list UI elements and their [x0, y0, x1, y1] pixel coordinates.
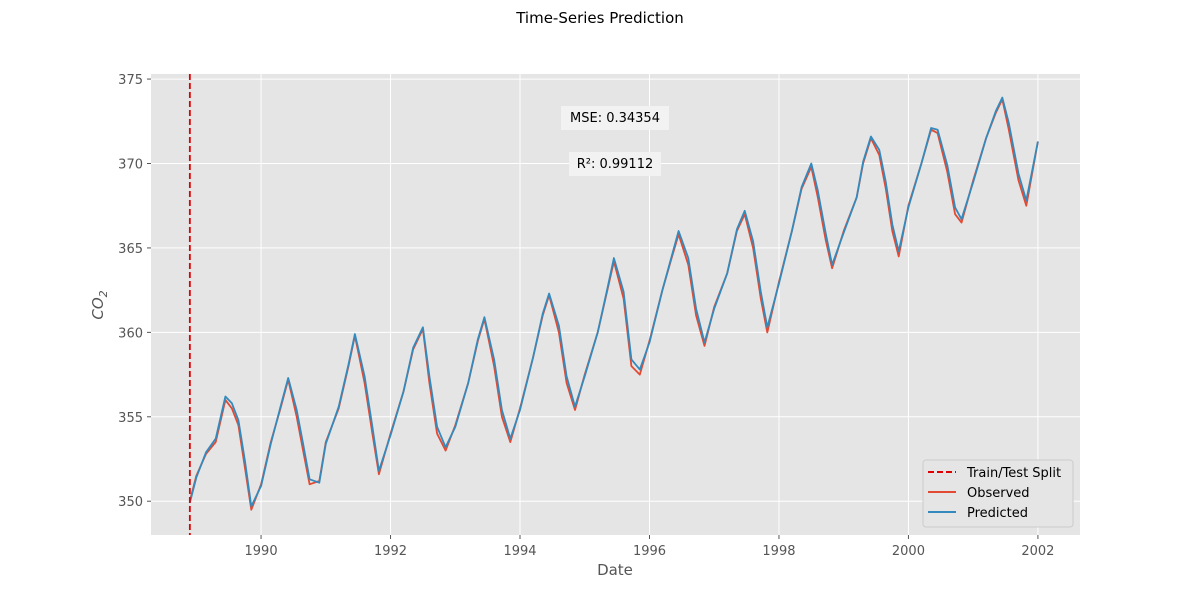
- y-axis-label-main: CO: [89, 297, 107, 319]
- x-tick-label: 1996: [633, 544, 666, 559]
- legend-split-label: Train/Test Split: [966, 466, 1061, 481]
- legend-box: [922, 459, 1074, 528]
- legend: Train/Test Split Observed Predicted: [922, 459, 1074, 528]
- legend-observed-label: Observed: [967, 486, 1030, 501]
- y-tick-label: 355: [118, 411, 143, 426]
- mse-annotation-text: MSE: 0.34354: [570, 111, 660, 126]
- y-tick-label: 370: [118, 157, 143, 172]
- y-tick-label: 375: [118, 73, 143, 88]
- x-axis-label: Date: [597, 561, 633, 579]
- x-tick-label: 2002: [1021, 544, 1054, 559]
- series-lines: [188, 74, 1039, 535]
- x-axis: 1990 1992 1994 1996 1998 2000 2002: [245, 535, 1054, 559]
- chart-title: Time-Series Prediction: [515, 9, 684, 27]
- y-tick-label: 350: [118, 495, 143, 510]
- predicted-line: [188, 96, 1039, 508]
- mse-annotation: MSE: 0.34354: [561, 106, 669, 130]
- r2-annotation: R²: 0.99112: [569, 152, 661, 176]
- x-tick-label: 2000: [892, 544, 925, 559]
- y-axis-label: CO2: [89, 290, 110, 319]
- legend-predicted-label: Predicted: [967, 506, 1028, 521]
- mse-annotation-box: [561, 106, 669, 130]
- x-tick-label: 1994: [503, 544, 536, 559]
- r2-annotation-text: R²: 0.99112: [577, 157, 654, 172]
- r2-annotation-box: [569, 152, 661, 176]
- x-tick-label: 1992: [374, 544, 407, 559]
- grid: [151, 74, 1080, 535]
- y-tick-label: 365: [118, 242, 143, 257]
- y-axis: 350 355 360 365 370 375: [118, 73, 151, 510]
- y-axis-label-subscript: 2: [97, 290, 110, 297]
- x-tick-label: 1990: [245, 544, 278, 559]
- y-tick-label: 360: [118, 326, 143, 341]
- x-tick-label: 1998: [762, 544, 795, 559]
